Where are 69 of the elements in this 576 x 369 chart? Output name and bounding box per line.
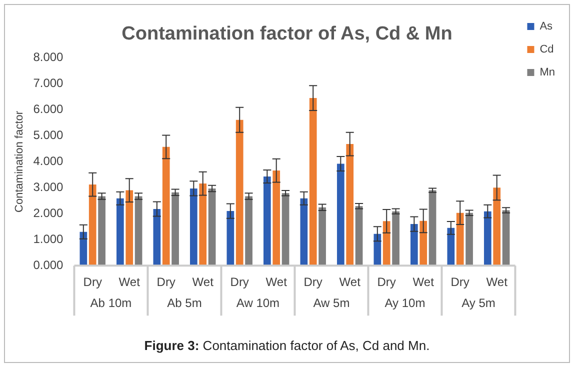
x-tick-label: Dry — [83, 275, 102, 290]
y-tick-label: 3.000 — [33, 180, 64, 194]
text: Ay 5m — [462, 296, 496, 310]
y-tick-label: 6.000 — [33, 102, 64, 116]
bar — [208, 188, 216, 266]
bar — [300, 198, 308, 266]
bar — [374, 234, 382, 266]
bar — [318, 207, 326, 266]
x-tick-label: Wet — [192, 275, 214, 290]
bar — [484, 211, 492, 266]
text: Aw 10m — [236, 296, 280, 310]
bar — [172, 192, 179, 266]
bar — [502, 210, 510, 266]
bar — [199, 184, 207, 266]
bar — [226, 211, 234, 266]
y-tick-label: 1.000 — [33, 232, 64, 246]
bar — [245, 196, 252, 266]
legend-label: Cd — [540, 44, 554, 56]
x-tick-label: Dry — [450, 275, 470, 290]
bar — [336, 164, 344, 266]
x-tick-label: Dry — [377, 275, 396, 290]
y-axis-title: Contamination factor — [14, 110, 26, 212]
y-tick-label: 8.000 — [33, 50, 64, 64]
x-tick-label: Wet — [118, 275, 141, 290]
bar — [272, 170, 280, 266]
bar — [162, 146, 170, 266]
y-tick-label: 4.000 — [33, 154, 64, 168]
bar — [410, 224, 418, 266]
legend-label: Mn — [540, 66, 555, 79]
text: Aw 5m — [313, 296, 350, 310]
bar — [80, 232, 88, 266]
bar — [126, 190, 134, 266]
bar — [447, 228, 455, 266]
bar — [355, 206, 363, 266]
legend-label: As — [540, 20, 554, 33]
x-tick-label: Wet — [339, 275, 362, 290]
bar — [456, 212, 464, 266]
caption: Figure 3: Contamination factor of As, Cd and Mn. — [143, 338, 431, 353]
bar — [116, 198, 124, 266]
x-tick-label: Wet — [266, 275, 288, 290]
x-tick-label: Dry — [156, 275, 176, 290]
x-tick-label: Dry — [304, 275, 322, 290]
bar — [282, 193, 290, 266]
x-tick-label: Wet — [412, 275, 435, 290]
bar — [420, 220, 428, 266]
chart-title: Contamination factor of As, Cd & Mn — [122, 24, 452, 45]
y-tick-label: 2.000 — [33, 206, 64, 220]
bar — [346, 144, 354, 266]
bar — [236, 120, 244, 266]
bar — [153, 208, 161, 266]
bar — [309, 98, 317, 266]
text: Ab 10m — [90, 296, 132, 310]
bar — [466, 212, 473, 266]
bar — [134, 196, 142, 266]
x-tick-label: Dry — [230, 275, 249, 290]
bar — [428, 190, 436, 266]
bar — [382, 221, 390, 266]
y-tick-label: 0.000 — [33, 258, 64, 272]
text: Ab 5m — [167, 296, 202, 310]
bar — [493, 188, 501, 266]
bar — [190, 188, 198, 266]
text: Ay 10m — [384, 296, 426, 310]
bar — [392, 211, 400, 266]
bar — [88, 184, 96, 266]
y-tick-label: 7.000 — [33, 76, 64, 90]
x-tick-label: Wet — [486, 275, 508, 290]
bar — [98, 196, 106, 266]
bar — [263, 176, 271, 266]
y-tick-label: 5.000 — [33, 128, 64, 142]
